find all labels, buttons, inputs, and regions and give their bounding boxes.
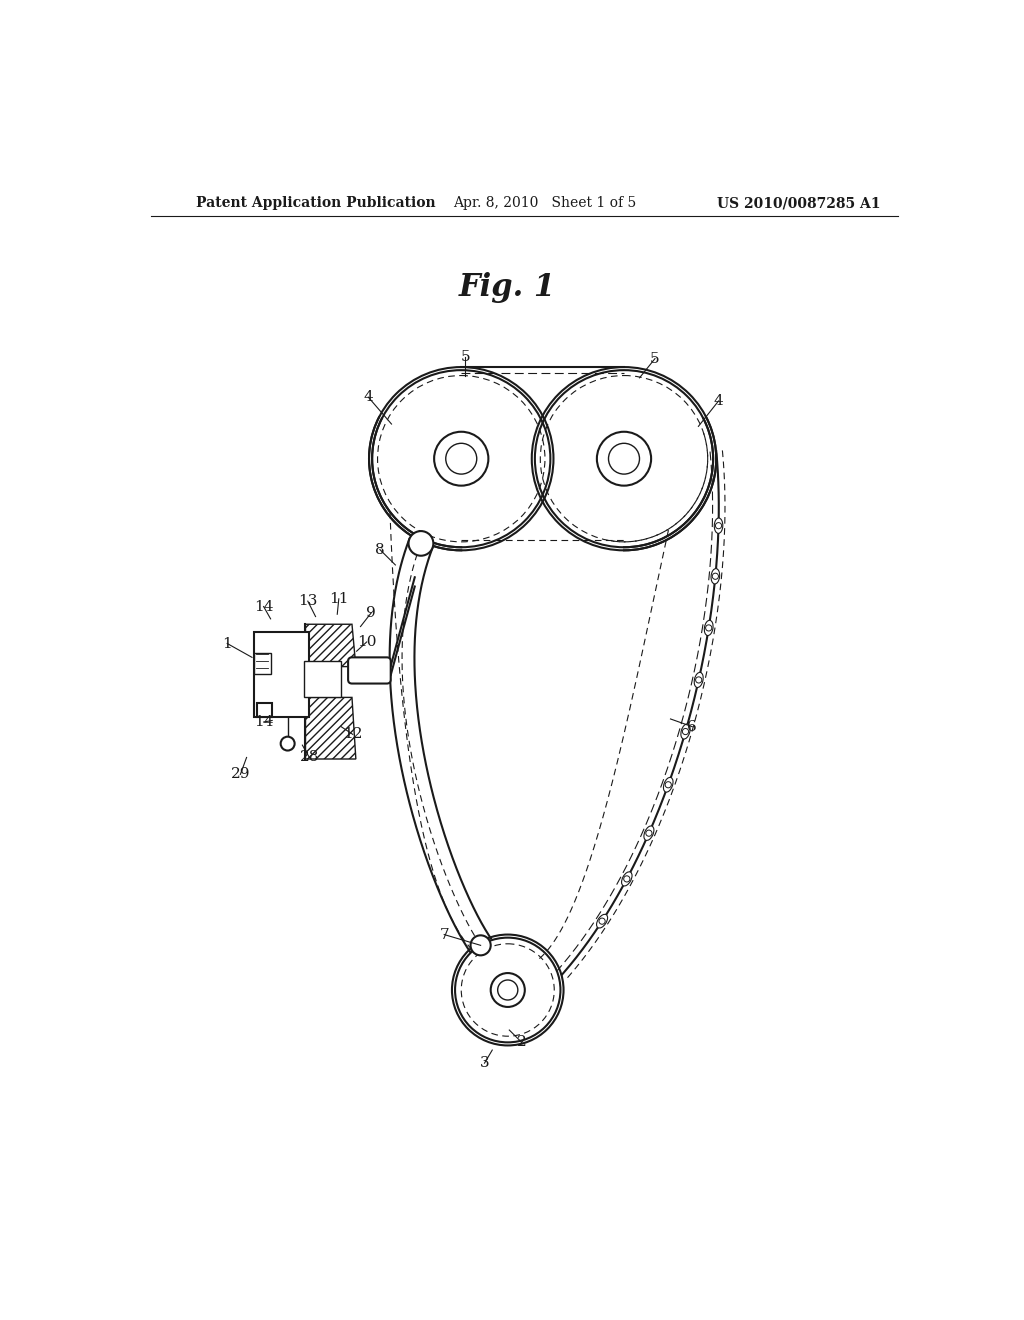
Text: 29: 29 [230,767,250,781]
Text: 13: 13 [298,594,317,609]
Text: 4: 4 [364,391,373,404]
Polygon shape [305,624,356,667]
Text: Patent Application Publication: Patent Application Publication [197,197,436,210]
Text: 5: 5 [461,350,470,364]
Text: Fig. 1: Fig. 1 [459,272,556,304]
Text: 14: 14 [254,715,273,729]
Circle shape [281,737,295,751]
Text: 14: 14 [254,599,273,614]
Ellipse shape [711,569,720,583]
Text: Apr. 8, 2010   Sheet 1 of 5: Apr. 8, 2010 Sheet 1 of 5 [454,197,637,210]
Text: 5: 5 [650,351,659,366]
Text: 7: 7 [439,928,449,941]
Text: 3: 3 [479,1056,489,1071]
Bar [254,653,270,675]
Text: 9: 9 [367,606,376,619]
Ellipse shape [644,826,654,841]
Bar [257,702,272,717]
Text: US 2010/0087285 A1: US 2010/0087285 A1 [717,197,881,210]
Bar [304,661,341,697]
Ellipse shape [694,672,703,688]
Ellipse shape [622,871,632,886]
Circle shape [409,531,433,556]
Polygon shape [305,697,356,759]
Text: 1: 1 [222,636,232,651]
Ellipse shape [715,517,723,533]
Ellipse shape [664,777,673,792]
FancyBboxPatch shape [348,657,391,684]
Text: 2: 2 [517,1035,526,1049]
Circle shape [471,936,490,956]
Bar [254,632,309,717]
Text: 11: 11 [329,591,348,606]
Text: 10: 10 [357,635,377,649]
Ellipse shape [681,725,690,739]
Text: 8: 8 [375,543,385,557]
Ellipse shape [705,620,713,635]
Ellipse shape [597,915,607,928]
Text: 12: 12 [343,727,362,742]
Text: 28: 28 [300,751,319,764]
Text: 6: 6 [687,719,697,734]
Text: 4: 4 [714,393,723,408]
